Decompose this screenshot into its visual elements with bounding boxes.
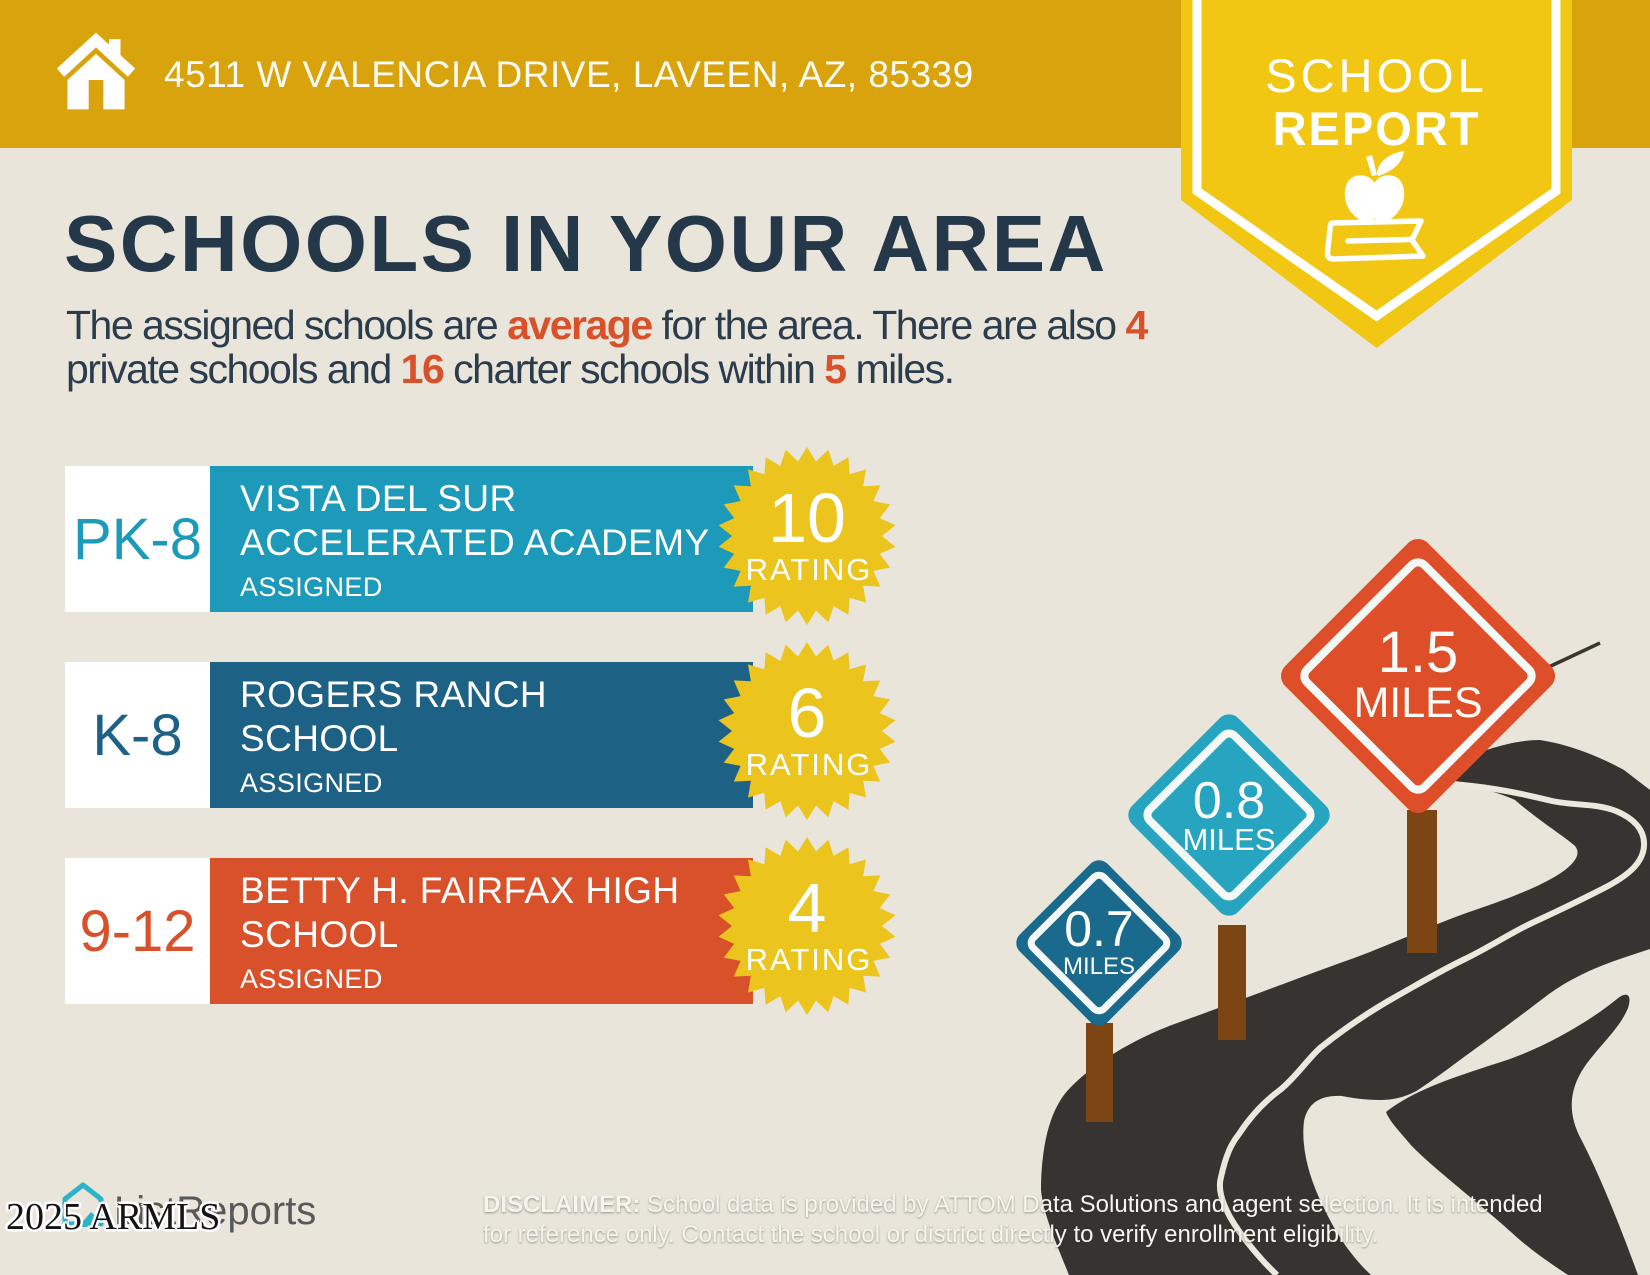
svg-text:MILES: MILES [1063,953,1135,980]
svg-text:4: 4 [788,869,827,947]
svg-text:1.5: 1.5 [1378,620,1459,685]
svg-text:0.8: 0.8 [1193,772,1265,830]
svg-text:MILES: MILES [1353,679,1482,727]
svg-text:6: 6 [788,674,827,752]
svg-text:RATING: RATING [746,942,873,977]
svg-text:10: 10 [768,479,846,557]
svg-text:0.7: 0.7 [1064,901,1134,957]
svg-text:REPORT: REPORT [1273,102,1481,155]
svg-text:RATING: RATING [746,747,873,782]
svg-text:SCHOOL: SCHOOL [1265,49,1488,102]
svg-text:RATING: RATING [746,552,873,587]
svg-text:MILES: MILES [1182,822,1275,857]
